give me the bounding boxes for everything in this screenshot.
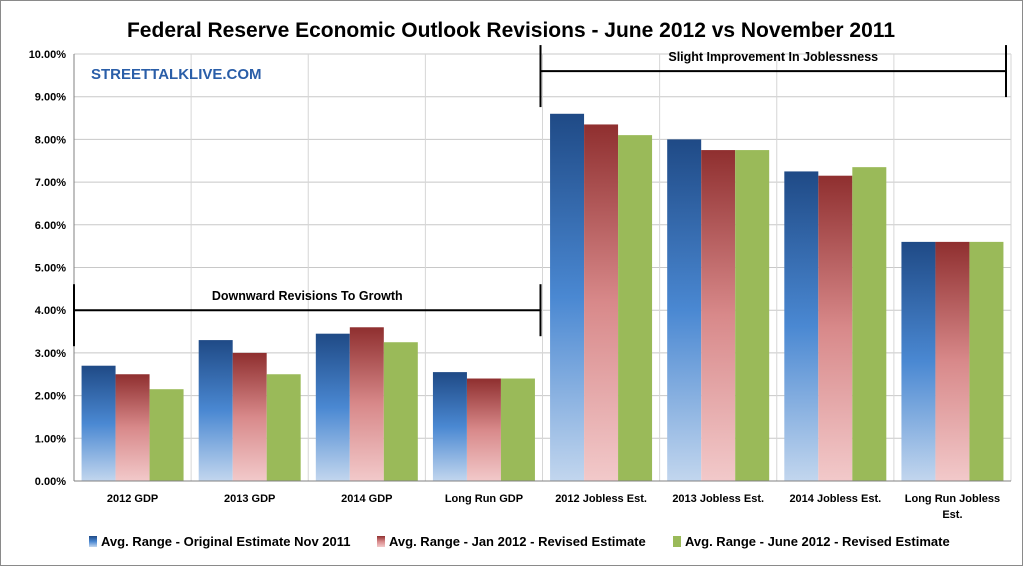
- y-tick-label: 8.00%: [35, 134, 66, 146]
- legend-label: Avg. Range - Jan 2012 - Revised Estimate: [389, 534, 646, 549]
- y-tick-label: 4.00%: [35, 305, 66, 317]
- bar-series-3-category-1: [149, 389, 184, 481]
- bar-series-3-category-4: [500, 378, 535, 481]
- y-tick-label: 2.00%: [35, 391, 66, 403]
- bar-series-2-category-3: [349, 327, 384, 481]
- y-tick-label: 5.00%: [35, 263, 66, 275]
- bar-series-3-category-7: [852, 167, 887, 481]
- x-category-label: 2014 Jobless Est.: [789, 493, 881, 505]
- bar-series-1-category-8: [901, 241, 936, 481]
- bars: [81, 113, 1004, 482]
- bar-series-2-category-4: [466, 378, 501, 481]
- legend-swatch: [673, 536, 681, 547]
- bar-series-2-category-8: [935, 241, 970, 481]
- bar-series-1-category-6: [667, 139, 702, 481]
- bar-series-3-category-6: [735, 150, 770, 481]
- bar-series-1-category-1: [81, 365, 116, 481]
- legend: Avg. Range - Original Estimate Nov 2011 A…: [89, 534, 950, 549]
- x-category-label: Est.: [942, 509, 962, 521]
- x-category-label: Long Run GDP: [445, 493, 523, 505]
- bar-series-3-category-2: [266, 374, 301, 481]
- bar-series-2-category-1: [115, 374, 150, 481]
- bar-series-2-category-5: [584, 124, 619, 481]
- y-tick-label: 7.00%: [35, 177, 66, 189]
- y-axis-ticks: 0.00% 1.00% 2.00% 3.00% 4.00% 5.00% 6.00% 7.00%…: [29, 49, 67, 488]
- bar-series-1-category-5: [550, 113, 585, 481]
- x-category-label: 2013 Jobless Est.: [672, 493, 764, 505]
- chart-title: Federal Reserve Economic Outlook Revisio…: [127, 19, 895, 42]
- annotations: Downward Revisions To Growth Slight Impro…: [73, 45, 1007, 347]
- bar-series-2-category-6: [701, 150, 736, 481]
- x-category-label: 2012 GDP: [107, 493, 158, 505]
- x-category-label: 2014 GDP: [341, 493, 392, 505]
- bar-series-3-category-8: [969, 241, 1004, 481]
- y-tick-label: 1.00%: [35, 433, 66, 445]
- legend-swatch: [377, 536, 385, 547]
- axes: [73, 54, 1011, 482]
- bar-series-3-category-3: [383, 342, 418, 481]
- x-category-label: 2013 GDP: [224, 493, 275, 505]
- legend-label: Avg. Range - Original Estimate Nov 2011: [101, 534, 351, 549]
- x-axis-categories: 2012 GDP 2013 GDP 2014 GDP Long Run GDP 2012…: [107, 493, 1000, 521]
- y-tick-label: 9.00%: [35, 92, 66, 104]
- y-tick-label: 6.00%: [35, 220, 66, 232]
- bar-series-1-category-3: [315, 333, 350, 481]
- bar-series-1-category-2: [198, 340, 233, 481]
- y-tick-label: 0.00%: [35, 476, 66, 488]
- bar-series-1-category-4: [432, 372, 467, 481]
- bar-series-3-category-5: [618, 135, 653, 481]
- bar-series-2-category-7: [818, 175, 853, 481]
- bar-series-1-category-7: [784, 171, 819, 482]
- bar-series-2-category-2: [232, 352, 267, 481]
- legend-label: Avg. Range - June 2012 - Revised Estimat…: [685, 534, 950, 549]
- x-category-label: Long Run Jobless: [905, 493, 1000, 505]
- annotation-label: Downward Revisions To Growth: [212, 289, 403, 303]
- annotation-label: Slight Improvement In Joblessness: [668, 50, 878, 64]
- x-category-label: 2012 Jobless Est.: [555, 493, 647, 505]
- watermark-text: STREETTALKLIVE.COM: [91, 66, 262, 83]
- legend-swatch: [89, 536, 97, 547]
- y-tick-label: 3.00%: [35, 348, 66, 360]
- y-tick-label: 10.00%: [29, 49, 67, 61]
